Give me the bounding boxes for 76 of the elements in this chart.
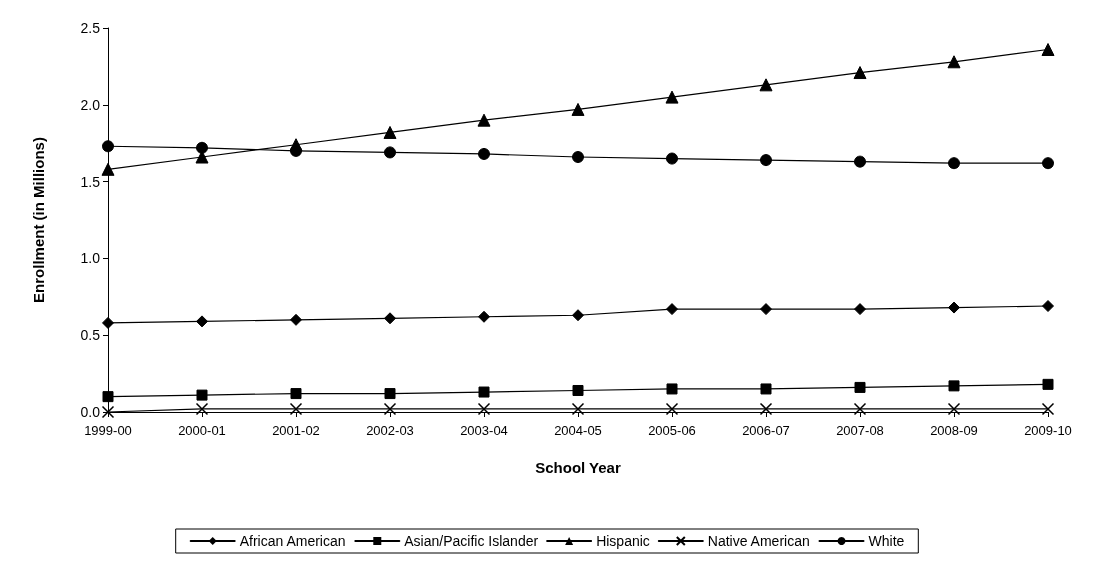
x-tick-label: 2008-09: [930, 423, 978, 438]
x-tick-label: 2009-10: [1024, 423, 1072, 438]
point: [101, 405, 115, 419]
point: [478, 147, 490, 160]
point: [571, 102, 585, 116]
point: [478, 310, 490, 323]
point: [384, 146, 396, 159]
legend-label: African American: [239, 533, 346, 549]
point: [948, 301, 960, 314]
x-tick-label: 2005-06: [648, 423, 696, 438]
legend-label: Asian/Pacific Islander: [404, 533, 539, 549]
point: [759, 402, 773, 416]
point: [196, 315, 208, 328]
point: [666, 383, 678, 395]
legend-label: Native American: [707, 533, 810, 549]
point: [383, 402, 397, 416]
point: [102, 140, 114, 153]
point: [1041, 402, 1055, 416]
point: [478, 386, 490, 398]
point: [948, 157, 960, 170]
point: [572, 309, 584, 322]
x-tick-label: 2002-03: [366, 423, 414, 438]
point: [383, 125, 397, 139]
legend-label: White: [868, 533, 905, 549]
point: [948, 380, 960, 392]
point: [477, 402, 491, 416]
point: [1042, 157, 1054, 170]
y-tick-label: 1.0: [80, 250, 101, 267]
point: [665, 90, 679, 104]
point: [384, 388, 396, 400]
point: [384, 312, 396, 325]
point: [853, 66, 867, 80]
point: [1042, 378, 1054, 390]
point: [854, 155, 866, 168]
point: [947, 402, 961, 416]
point: [571, 402, 585, 416]
point: [665, 402, 679, 416]
x-tick-label: 2003-04: [460, 423, 508, 438]
point: [290, 388, 302, 400]
point: [196, 141, 208, 154]
point: [196, 389, 208, 401]
point: [760, 303, 772, 316]
point: [477, 113, 491, 127]
y-tick-label: 2.0: [80, 96, 101, 113]
x-tick-label: 2004-05: [554, 423, 602, 438]
point: [947, 55, 961, 69]
point: [1042, 300, 1054, 313]
point: [101, 162, 115, 176]
point: [760, 383, 772, 395]
y-tick-label: 2.5: [80, 20, 101, 36]
x-tick-label: 2007-08: [836, 423, 884, 438]
point: [572, 385, 584, 396]
y-tick-label: 0.5: [80, 327, 101, 344]
point: [854, 381, 866, 393]
point: [102, 391, 114, 403]
x-tick-label: 2000-01: [178, 423, 226, 438]
point: [666, 152, 678, 165]
point: [666, 303, 678, 316]
point: [290, 313, 302, 326]
point: [102, 316, 114, 329]
point: [195, 402, 209, 416]
legend-label: Hispanic: [596, 533, 650, 549]
point: [759, 78, 773, 92]
y-tick-label: 0.0: [80, 404, 101, 420]
x-axis-title: School Year: [535, 459, 621, 476]
point: [572, 151, 584, 164]
x-tick-label: 2001-02: [272, 423, 320, 438]
point: [1041, 43, 1055, 56]
x-tick-label: 1999-00: [84, 423, 132, 438]
point: [853, 402, 867, 416]
x-tick-label: 2006-07: [742, 423, 790, 438]
point: [854, 303, 866, 316]
y-axis-title: Enrollment (in Millions): [30, 137, 47, 303]
point: [289, 402, 303, 416]
y-tick-label: 1.5: [80, 173, 101, 190]
point: [760, 154, 772, 167]
